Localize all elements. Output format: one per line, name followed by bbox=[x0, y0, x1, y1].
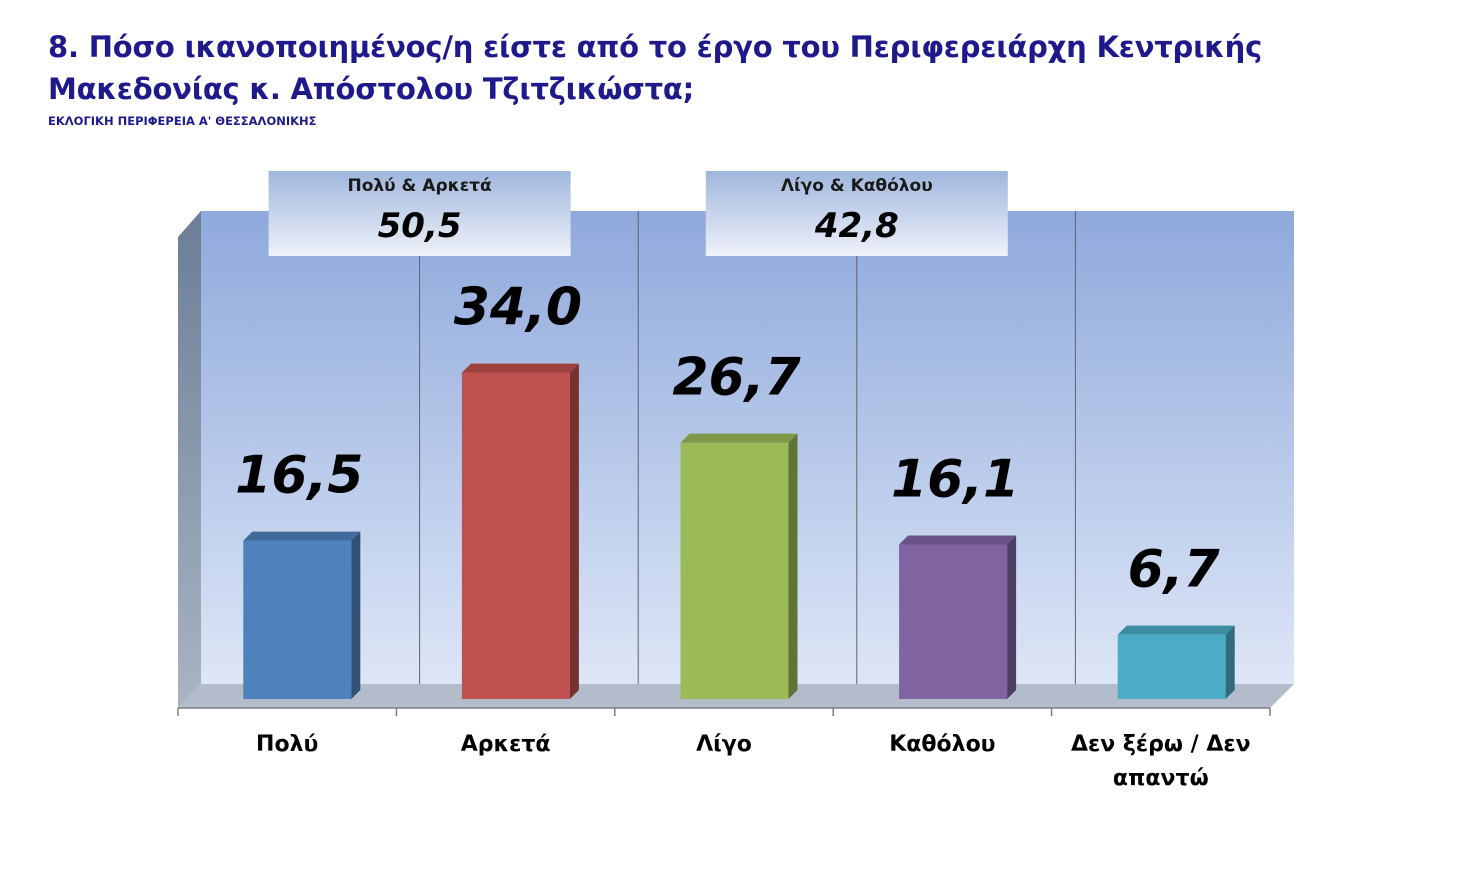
bar-value-label: 26,7 bbox=[672, 348, 801, 408]
bar-side bbox=[788, 433, 798, 699]
bar bbox=[680, 433, 798, 699]
bar-front bbox=[243, 540, 352, 699]
bar-value-label: 34,0 bbox=[454, 278, 582, 338]
bar bbox=[899, 535, 1017, 699]
summary-box: Λίγο & Καθόλου 42,8 bbox=[705, 171, 1008, 256]
summary-box-label: Λίγο & Καθόλου bbox=[781, 176, 933, 196]
summary-box-value: 50,5 bbox=[378, 206, 462, 246]
bar-top bbox=[899, 535, 1017, 545]
page-title: 8. Πόσο ικανοποιημένος/η είστε από το έρ… bbox=[48, 30, 1263, 106]
bar-side bbox=[351, 531, 361, 699]
bar bbox=[243, 531, 361, 699]
summary-box-bg bbox=[268, 171, 571, 256]
bar bbox=[1117, 625, 1235, 699]
summary-box-label: Πολύ & Αρκετά bbox=[347, 176, 491, 196]
category-label: Δεν ξέρω / Δεν απαντώ bbox=[1071, 732, 1251, 791]
bar-top bbox=[680, 433, 798, 443]
bar-value-label: 6,7 bbox=[1128, 540, 1221, 600]
bar-value-label: 16,5 bbox=[235, 446, 363, 506]
bar-side bbox=[1225, 625, 1235, 699]
bar-side bbox=[569, 363, 579, 699]
bar-front bbox=[1117, 634, 1226, 699]
bar bbox=[461, 363, 579, 699]
bar-front bbox=[461, 372, 570, 699]
category-label: Λίγο bbox=[696, 732, 752, 757]
category-label: Αρκετά bbox=[461, 732, 551, 757]
page-subtitle: ΕΚΛΟΓΙΚΗ ΠΕΡΙΦΕΡΕΙΑ Α' ΘΕΣΣΑΛΟΝΙΚΗΣ bbox=[48, 114, 317, 128]
summary-box: Πολύ & Αρκετά 50,5 bbox=[268, 171, 571, 256]
summary-box-value: 42,8 bbox=[814, 206, 899, 246]
bar-top bbox=[243, 531, 361, 541]
bar-front bbox=[899, 544, 1008, 699]
bar-front bbox=[680, 442, 789, 699]
summary-box-bg bbox=[705, 171, 1008, 256]
bar-value-label: 16,1 bbox=[891, 449, 1019, 509]
bar-top bbox=[461, 363, 579, 373]
bar-side bbox=[1007, 535, 1017, 699]
bar-top bbox=[1117, 625, 1235, 635]
category-label: Πολύ bbox=[256, 732, 318, 757]
chart-side-wall bbox=[178, 211, 201, 708]
category-label: Καθόλου bbox=[889, 732, 995, 757]
